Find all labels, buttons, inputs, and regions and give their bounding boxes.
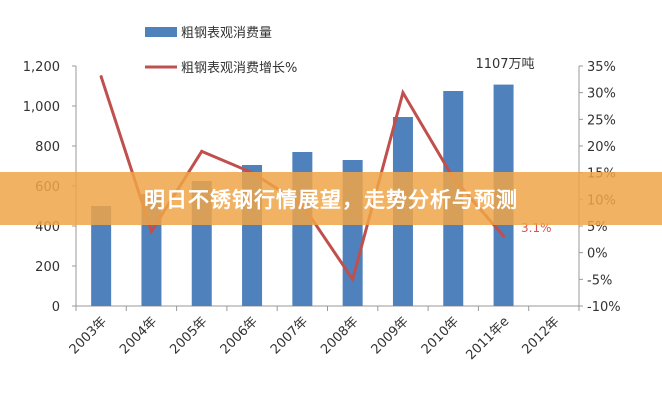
banner-title: 明日不锈钢行情展望，走势分析与预测	[144, 187, 518, 212]
x-tick-label: 2009年	[369, 314, 412, 357]
right-tick-label: 30%	[587, 87, 616, 102]
right-tick-label: 25%	[587, 113, 616, 128]
legend-line-label: 粗钢表观消费增长%	[181, 61, 297, 76]
growth-point-2008年	[351, 277, 355, 281]
right-tick-label: 0%	[587, 247, 608, 262]
left-tick-label: 0	[52, 300, 60, 315]
title-banner: 明日不锈钢行情展望，走势分析与预测	[0, 172, 662, 225]
growth-point-2009年	[401, 91, 405, 95]
legend-bar-swatch	[145, 27, 177, 37]
x-tick-label: 2005年	[167, 314, 210, 357]
legend-bar-label: 粗钢表观消费量	[181, 26, 272, 41]
growth-point-2004年	[149, 229, 153, 233]
growth-point-2011年e	[502, 234, 506, 238]
left-tick-label: 1,200	[23, 60, 60, 75]
growth-point-2003年	[99, 75, 103, 79]
growth-point-2005年	[200, 149, 204, 153]
x-tick-label: 2012年	[519, 314, 562, 357]
x-tick-label: 2006年	[218, 314, 261, 357]
left-tick-label: 800	[35, 140, 60, 155]
annotation-1107: 1107万吨	[475, 57, 534, 72]
right-tick-label: -10%	[587, 300, 621, 315]
right-tick-label: -5%	[587, 273, 612, 288]
left-tick-label: 1,000	[23, 100, 60, 115]
right-tick-label: 20%	[587, 140, 616, 155]
x-tick-label: 2003年	[67, 314, 110, 357]
x-tick-label: 2010年	[419, 314, 462, 357]
bar-2003年	[91, 206, 112, 306]
left-tick-label: 200	[35, 260, 60, 275]
x-tick-label: 2007年	[268, 314, 311, 357]
right-tick-label: 35%	[587, 60, 616, 75]
x-tick-label: 2004年	[117, 314, 160, 357]
x-tick-label: 2011年e	[464, 314, 513, 363]
x-tick-label: 2008年	[318, 314, 361, 357]
